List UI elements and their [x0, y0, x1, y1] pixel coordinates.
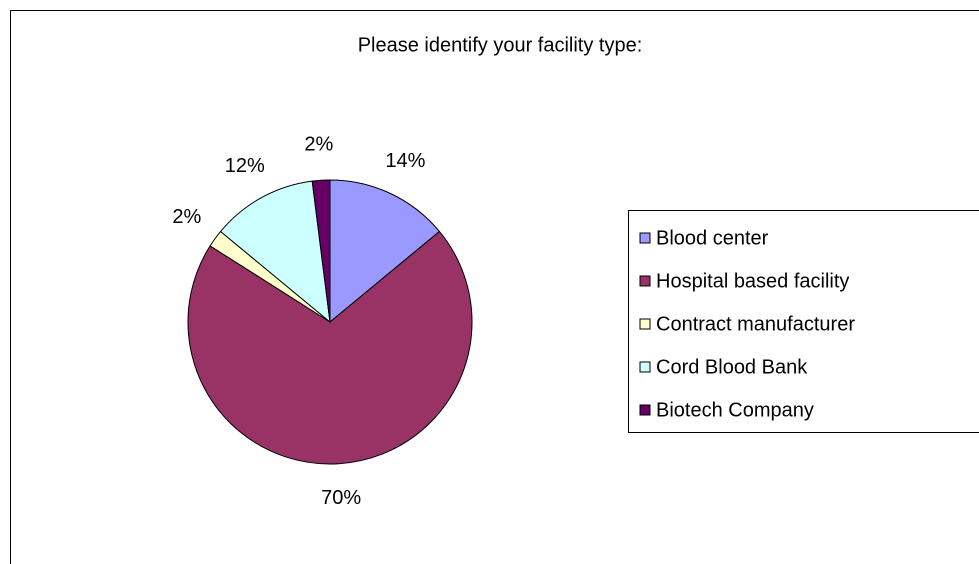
legend-label: Contract manufacturer	[656, 313, 855, 335]
legend-swatch	[639, 361, 651, 373]
data-label: 2%	[172, 206, 201, 228]
legend-swatch	[639, 318, 651, 330]
pie-slice	[311, 179, 331, 323]
legend-box	[628, 210, 979, 433]
pie-slice	[219, 180, 331, 324]
legend-label: Biotech Company	[656, 399, 814, 421]
data-label: 12%	[225, 155, 265, 177]
data-label: 2%	[304, 134, 333, 156]
pie-slice	[329, 179, 441, 324]
legend-swatch	[639, 275, 651, 287]
legend-label: Cord Blood Bank	[656, 356, 808, 378]
data-label: 70%	[321, 487, 361, 509]
legend-swatch	[639, 404, 651, 416]
legend-label: Hospital based facility	[656, 270, 849, 292]
legend-label: Blood center	[656, 227, 769, 249]
data-label: 14%	[385, 150, 425, 172]
pie-slice	[187, 230, 473, 465]
chart-title: Please identify your facility type:	[358, 34, 643, 56]
legend-swatch	[639, 232, 651, 244]
